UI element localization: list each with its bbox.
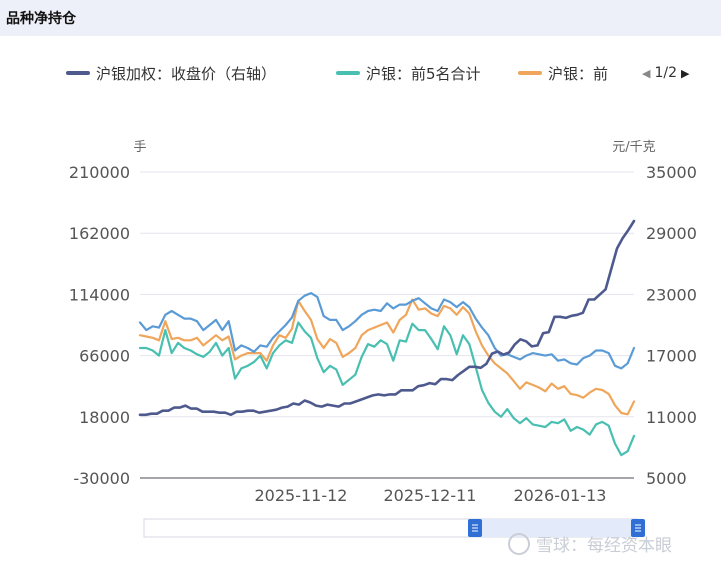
series-line-1 bbox=[138, 321, 636, 457]
x-axis-ticks: 2025-11-12 2025-12-11 2026-01-13 bbox=[255, 486, 607, 505]
triangle-right-icon[interactable]: ▶ bbox=[681, 66, 690, 80]
legend-item-top5[interactable]: 沪银：前5名合计 bbox=[336, 62, 481, 84]
left-tick-label: 210000 bbox=[69, 163, 130, 182]
legend-label-top5: 沪银：前5名合计 bbox=[366, 64, 481, 83]
left-tick-label: 162000 bbox=[69, 224, 130, 243]
legend-swatch-close-price bbox=[66, 71, 90, 75]
legend-item-close-price[interactable]: 沪银加权：收盘价（右轴） bbox=[66, 62, 276, 84]
legend-pager: ◀ 1/2 ▶ bbox=[638, 62, 693, 84]
right-tick-label: 5000 bbox=[646, 469, 687, 488]
grid-lines bbox=[140, 171, 634, 479]
right-tick-label: 11000 bbox=[646, 408, 697, 427]
left-tick-label: 18000 bbox=[79, 408, 130, 427]
legend-label-third: 沪银：前 bbox=[548, 64, 609, 83]
right-axis-unit: 元/千克 bbox=[612, 140, 655, 155]
snowball-logo-icon bbox=[508, 532, 530, 555]
legend-swatch-top5 bbox=[336, 71, 360, 75]
legend-swatch-third bbox=[518, 71, 542, 75]
triangle-left-icon[interactable]: ◀ bbox=[642, 66, 651, 80]
legend-label-close-price: 沪银加权：收盘价（右轴） bbox=[96, 64, 277, 83]
right-axis-ticks: 5000 11000 17000 23000 29000 35000 bbox=[646, 163, 697, 488]
left-tick-label: 66000 bbox=[79, 347, 130, 366]
right-tick-label: 17000 bbox=[646, 347, 697, 366]
right-tick-label: 29000 bbox=[646, 224, 697, 243]
legend-page-indicator: 1/2 bbox=[654, 65, 677, 81]
series-line-0 bbox=[138, 219, 636, 417]
left-tick-label: -30000 bbox=[73, 469, 130, 488]
x-tick-label: 2026-01-13 bbox=[514, 486, 607, 505]
watermark: 雪球：每经资本眼 bbox=[508, 531, 672, 556]
watermark-text: 雪球：每经资本眼 bbox=[536, 536, 672, 556]
header-bar: 品种净持仓 bbox=[0, 0, 721, 36]
x-tick-label: 2025-11-12 bbox=[255, 486, 348, 505]
chart-legend: 沪银加权：收盘价（右轴） 沪银：前5名合计 沪银：前 bbox=[66, 62, 716, 84]
series-lines bbox=[138, 219, 636, 457]
left-axis-ticks: -30000 18000 66000 114000 162000 210000 bbox=[69, 163, 130, 488]
left-tick-label: 114000 bbox=[69, 285, 130, 304]
x-tick-label: 2025-12-11 bbox=[384, 486, 477, 505]
page-title: 品种净持仓 bbox=[6, 11, 76, 27]
right-tick-label: 35000 bbox=[646, 163, 697, 182]
series-line-2 bbox=[138, 298, 636, 416]
series-line-3 bbox=[138, 292, 636, 370]
legend-item-third[interactable]: 沪银：前 bbox=[518, 62, 636, 84]
right-tick-label: 23000 bbox=[646, 285, 697, 304]
left-axis-unit: 手 bbox=[133, 140, 146, 155]
